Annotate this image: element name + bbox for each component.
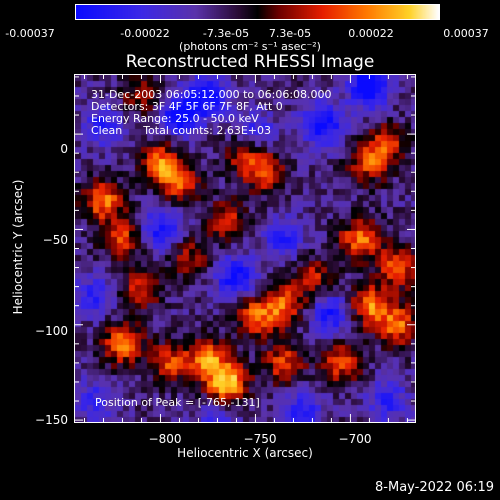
x-tick-label: −750: [243, 432, 277, 446]
colorbar-tick: 0.00022: [348, 27, 394, 40]
annotation-detectors: Detectors: 3F 4F 5F 6F 7F 8F, Att 0: [91, 100, 283, 113]
colorbar-tick: 0.00037: [443, 27, 489, 40]
y-tick-label: −150: [35, 413, 68, 427]
x-tick-label: −700: [338, 432, 372, 446]
colorbar-tick: -0.00037: [5, 27, 55, 40]
annotation-energy-range: Energy Range: 25.0 - 50.0 keV: [91, 112, 259, 125]
y-tick-label: 0: [60, 142, 68, 156]
y-tick-label: −50: [42, 233, 68, 247]
colorbar: [75, 4, 440, 20]
x-axis-label: Heliocentric X (arcsec): [177, 446, 313, 460]
annotation-peak-position: Position of Peak = [-765,-131]: [95, 396, 260, 409]
colorbar-tick: 7.3e-05: [268, 27, 312, 40]
chart-title: Reconstructed RHESSI Image: [125, 52, 375, 72]
heatmap-image: [75, 75, 415, 422]
y-axis-label: Heliocentric Y (arcsec): [11, 179, 25, 315]
annotation-time-range: 31-Dec-2003 06:05:12.000 to 06:06:08.000: [91, 88, 332, 101]
y-tick-label: −100: [35, 324, 68, 338]
colorbar-units: (photons cm⁻² s⁻¹ asec⁻²): [179, 40, 321, 53]
annotation-method: Clean Total counts: 2.63E+03: [91, 124, 272, 137]
colorbar-tick: -0.00022: [120, 27, 170, 40]
x-tick-label: −800: [148, 432, 182, 446]
footer-date: 8-May-2022 06:19: [375, 480, 494, 495]
colorbar-tick: -7.3e-05: [202, 27, 250, 40]
